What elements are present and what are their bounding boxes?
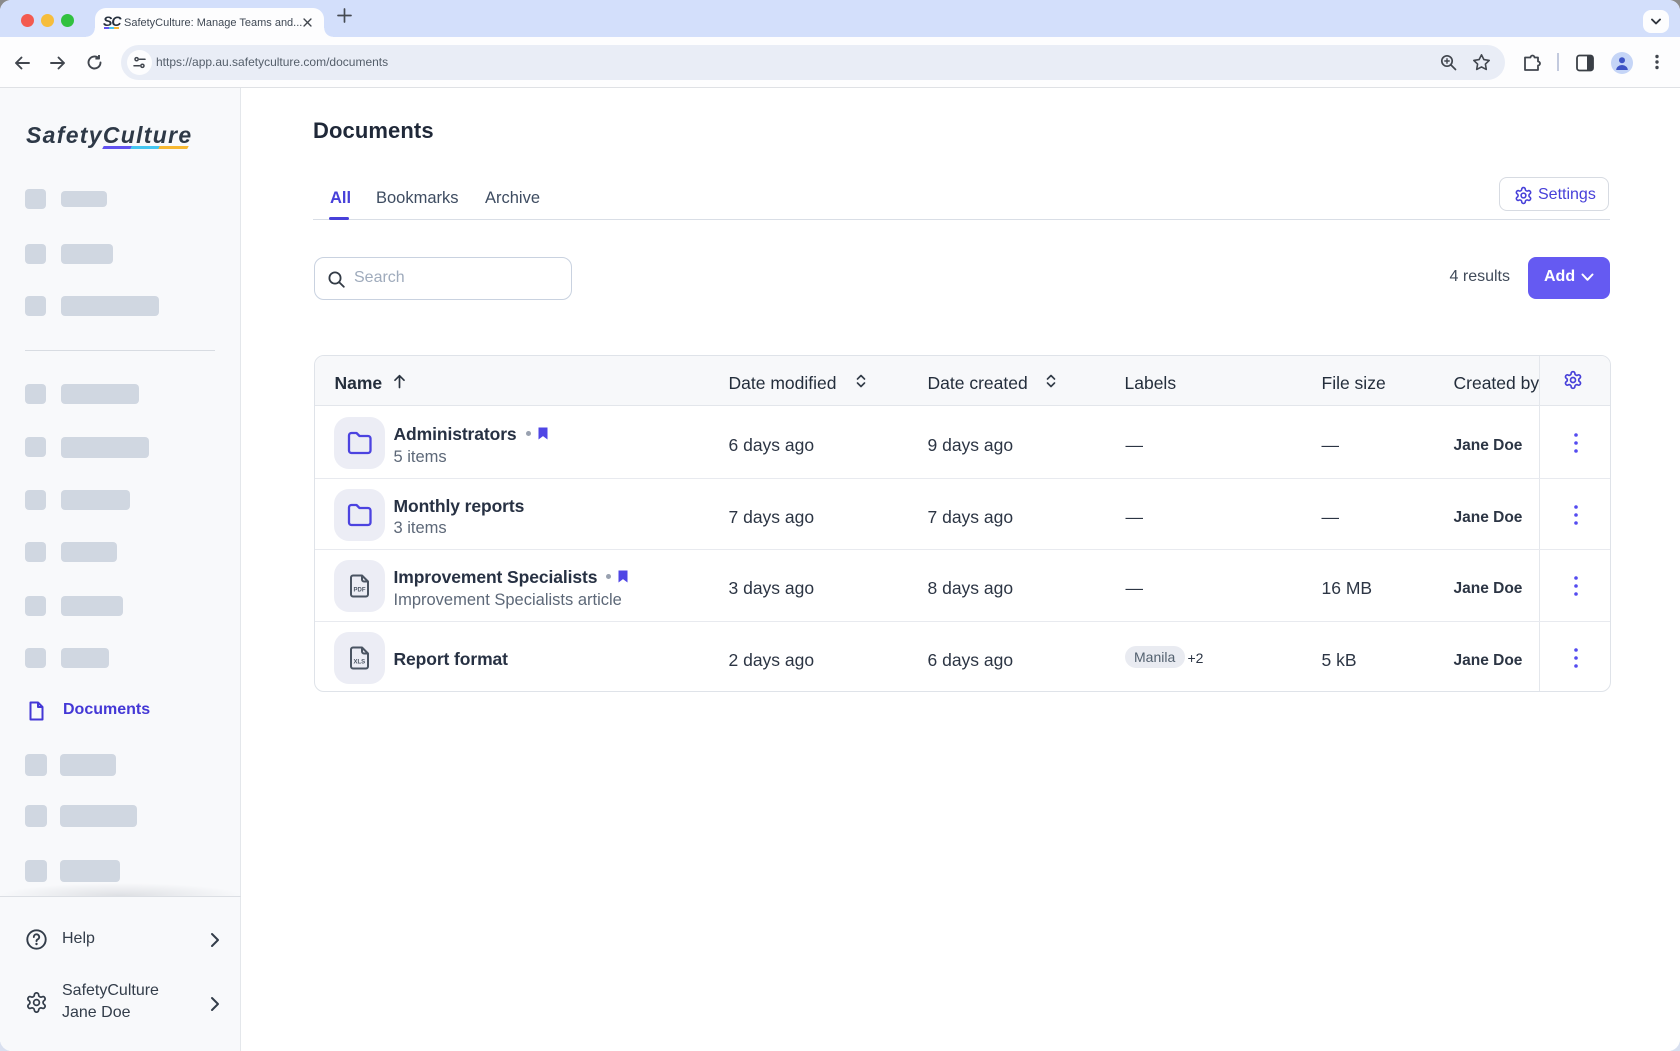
- svg-text:PDF: PDF: [353, 588, 365, 594]
- svg-text:XLS: XLS: [353, 659, 365, 665]
